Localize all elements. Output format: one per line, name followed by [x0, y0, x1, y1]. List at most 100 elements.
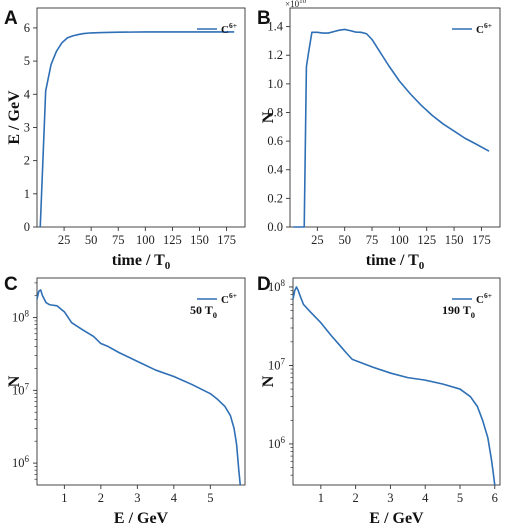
legend-entry: C6+ [476, 21, 492, 36]
x-tick-label: 4 [422, 491, 429, 505]
x-tick-label: 2 [98, 491, 104, 505]
x-tick-label: 75 [112, 233, 125, 247]
panel-b: B25 50 75 100 125 150 1750.00.20.40.60.81.01.2… [257, 0, 501, 272]
y-tick-label: 106 [12, 454, 30, 470]
legend-superscript: 6+ [484, 291, 492, 300]
y-tick-label: 1.0 [267, 77, 283, 91]
x-tick-label: 5 [457, 491, 463, 505]
x-axis-label-text: E / GeV [114, 510, 169, 526]
y-tick-exponent: 8 [281, 278, 286, 288]
y-tick-label: 6 [24, 21, 30, 35]
legend-superscript: 6+ [229, 21, 237, 30]
y-scale-exponent: 10 [299, 0, 307, 5]
x-axis-label-text: E / GeV [369, 510, 424, 526]
y-axis-label: N [260, 375, 277, 387]
x-axis-label-text: time / T [366, 252, 419, 269]
x-tick-label: 4 [171, 491, 178, 505]
x-tick-label: 6 [492, 491, 498, 505]
y-tick-exponent: 7 [25, 381, 30, 391]
y-tick-base: 10 [12, 383, 25, 397]
legend-entry: C6+ [221, 21, 237, 36]
y-tick-base: 10 [12, 311, 25, 325]
y-tick-label: 2 [24, 154, 30, 168]
y-tick-label: 1 [24, 187, 30, 201]
series-line [292, 286, 496, 486]
x-tick-label: 50 [338, 233, 351, 247]
x-tick-label: 125 [163, 233, 182, 247]
legend-label: C [221, 294, 229, 306]
legend-label: C [221, 24, 229, 36]
x-tick-label: 150 [190, 233, 209, 247]
y-tick-label: 0.2 [267, 191, 283, 205]
y-tick-label: 0.8 [267, 105, 283, 119]
legend-entry: C6+ [221, 291, 237, 306]
plot-frame [289, 7, 501, 228]
y-tick-label: 5 [24, 54, 30, 68]
x-axis-label: E / GeV [369, 510, 424, 526]
y-tick-exponent: 7 [281, 356, 286, 366]
y-tick-label: 3 [24, 120, 30, 134]
y-tick-label: 0.4 [267, 163, 283, 177]
y-tick-label: 108 [12, 309, 30, 325]
y-scale-base: ×10 [285, 0, 300, 9]
legend-label: C [476, 24, 484, 36]
x-axis-label-subscript: 0 [165, 260, 171, 272]
panel-letter: D [257, 274, 271, 295]
y-axis-label: N [6, 375, 23, 387]
y-tick-label: 106 [268, 435, 286, 451]
y-tick-label: 1.2 [267, 48, 283, 62]
y-tick-label: 107 [268, 356, 286, 372]
x-tick-label: 175 [217, 233, 236, 247]
annotation-text: 50 T [190, 303, 213, 317]
x-tick-label: 175 [472, 233, 491, 247]
annotation-subscript: 0 [213, 310, 217, 320]
y-tick-label: 107 [12, 381, 30, 397]
x-tick-label: 1 [318, 491, 324, 505]
legend-entry: C6+ [476, 291, 492, 306]
x-tick-label: 75 [366, 233, 379, 247]
x-tick-label: 2 [352, 491, 358, 505]
y-axis-label: N [260, 111, 277, 123]
y-tick-label: 1.4 [267, 20, 283, 34]
y-tick-base: 10 [12, 456, 25, 470]
x-axis-label: E / GeV [114, 510, 169, 526]
x-tick-label: 3 [134, 491, 140, 505]
x-axis-label: time / T0 [366, 252, 425, 272]
x-tick-label: 5 [207, 491, 213, 505]
time-annotation: 50 T0 [190, 303, 217, 320]
x-tick-label: 150 [445, 233, 464, 247]
x-tick-label: 3 [387, 491, 393, 505]
y-tick-base: 10 [268, 280, 281, 294]
plot-frame [36, 277, 246, 486]
y-tick-exponent: 6 [25, 454, 30, 464]
x-tick-label: 100 [136, 233, 155, 247]
panel-letter: C [4, 274, 18, 295]
y-tick-base: 10 [268, 358, 281, 372]
legend-superscript: 6+ [229, 291, 237, 300]
series-line [39, 31, 235, 228]
x-axis-label: time / T0 [112, 252, 171, 272]
y-tick-label: 0.6 [267, 134, 283, 148]
y-tick-label: 0.0 [267, 220, 283, 234]
x-tick-label: 25 [58, 233, 71, 247]
x-tick-label: 100 [390, 233, 409, 247]
legend-superscript: 6+ [484, 21, 492, 30]
annotation-subscript: 0 [471, 310, 475, 320]
y-tick-exponent: 6 [281, 435, 286, 445]
x-axis-label-subscript: 0 [419, 260, 425, 272]
x-axis-label-text: time / T [112, 252, 165, 269]
y-tick-exponent: 8 [25, 309, 30, 319]
plot-frame [292, 277, 501, 486]
series-line [293, 28, 490, 228]
x-tick-label: 1 [61, 491, 67, 505]
y-tick-label: 4 [24, 87, 31, 101]
x-tick-label: 25 [311, 233, 324, 247]
annotation-text: 190 T [442, 303, 471, 317]
y-tick-base: 10 [268, 437, 281, 451]
y-tick-label: 108 [268, 278, 286, 294]
legend-label: C [476, 294, 484, 306]
plot-frame [36, 7, 246, 228]
y-tick-label: 0 [24, 220, 30, 234]
